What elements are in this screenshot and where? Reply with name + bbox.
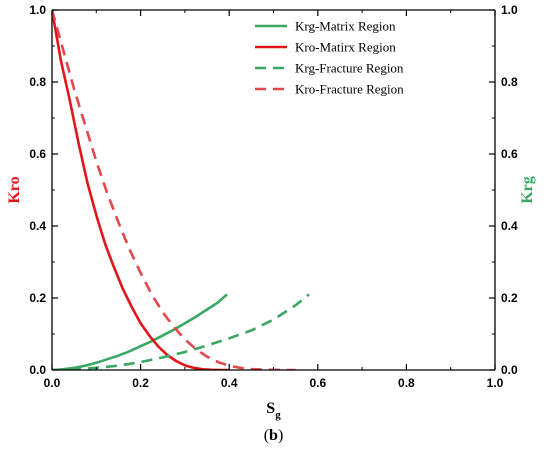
panel-label-open: ( bbox=[264, 427, 269, 444]
y-right-tick-label: 0.6 bbox=[501, 147, 518, 161]
x-axis-title-main: S bbox=[266, 400, 275, 417]
legend-label-1: Krg-Matrix Region bbox=[295, 19, 396, 34]
y-left-tick-label: 0.0 bbox=[29, 363, 46, 377]
panel-label-letter: b bbox=[269, 427, 278, 444]
y-left-tick-label: 0.4 bbox=[29, 219, 46, 233]
x-tick-label: 1.0 bbox=[487, 376, 504, 390]
legend-label-2: Kro-Matirx Region bbox=[295, 40, 396, 55]
x-axis-title-subscript: g bbox=[275, 409, 281, 421]
y-left-tick-label: 0.2 bbox=[29, 291, 46, 305]
y-left-tick-label: 1.0 bbox=[29, 3, 46, 17]
x-tick-label: 0.0 bbox=[44, 376, 61, 390]
x-tick-label: 0.2 bbox=[132, 376, 149, 390]
y-right-tick-label: 0.8 bbox=[501, 75, 518, 89]
y-axis-right-title: Krg bbox=[519, 176, 536, 204]
x-tick-label: 0.6 bbox=[309, 376, 326, 390]
panel-label-close: ) bbox=[278, 427, 283, 444]
y-axis-left-title: Kro bbox=[6, 176, 23, 203]
series-line-4 bbox=[52, 10, 296, 370]
legend-label-3: Krg-Fracture Region bbox=[295, 61, 404, 76]
x-tick-label: 0.4 bbox=[221, 376, 238, 390]
y-left-tick-label: 0.6 bbox=[29, 147, 46, 161]
series-line-1 bbox=[52, 293, 228, 370]
legend: Krg-Matrix Region Kro-Matirx Region Krg-Fr… bbox=[255, 19, 404, 97]
y-right-tick-label: 1.0 bbox=[501, 3, 518, 17]
y-right-tick-label: 0.4 bbox=[501, 219, 518, 233]
panel-label: (b) bbox=[264, 427, 284, 444]
y-left-tick-label: 0.8 bbox=[29, 75, 46, 89]
x-axis-title: Sg bbox=[266, 400, 281, 421]
series-line-3 bbox=[52, 293, 310, 370]
axes-layer bbox=[51, 9, 496, 371]
y-right-tick-label: 0.2 bbox=[501, 291, 518, 305]
legend-label-4: Kro-Fracture Region bbox=[295, 82, 404, 97]
series-layer bbox=[52, 10, 310, 370]
series-line-2 bbox=[52, 10, 230, 370]
ticks-layer: 0.0 0.2 0.4 0.6 0.8 1.00.00.20.40.60.81.00.00… bbox=[29, 3, 518, 390]
x-tick-label: 0.8 bbox=[398, 376, 415, 390]
y-right-tick-label: 0.0 bbox=[501, 363, 518, 377]
